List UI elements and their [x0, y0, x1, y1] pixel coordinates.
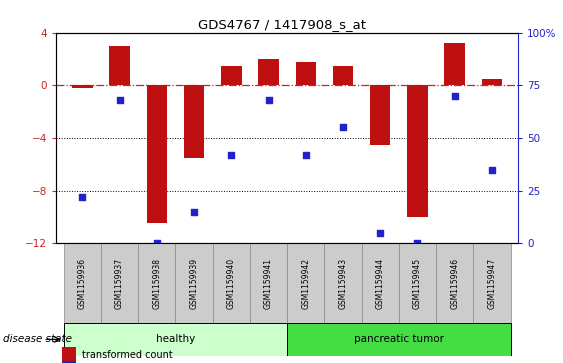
Text: GSM1159943: GSM1159943 — [338, 258, 347, 309]
Point — [450, 93, 459, 99]
Bar — [64, 323, 287, 356]
Text: GSM1159945: GSM1159945 — [413, 258, 422, 309]
Bar — [101, 243, 138, 323]
Bar — [176, 243, 213, 323]
Text: GDS4767 / 1417908_s_at: GDS4767 / 1417908_s_at — [198, 18, 365, 31]
Bar — [213, 243, 250, 323]
Text: GSM1159941: GSM1159941 — [264, 258, 273, 309]
Point — [264, 97, 273, 103]
Bar — [109, 46, 130, 85]
Point — [115, 97, 124, 103]
Bar — [370, 85, 391, 144]
Bar — [296, 62, 316, 85]
Bar — [482, 79, 502, 85]
Point — [227, 152, 236, 158]
Point — [488, 167, 497, 172]
Text: GSM1159936: GSM1159936 — [78, 258, 87, 309]
Bar — [72, 85, 92, 88]
Text: GSM1159946: GSM1159946 — [450, 258, 459, 309]
Bar — [361, 243, 399, 323]
Bar — [221, 66, 242, 85]
Point — [376, 230, 385, 236]
Bar — [138, 243, 176, 323]
Point — [153, 240, 162, 246]
Text: pancreatic tumor: pancreatic tumor — [354, 334, 444, 344]
Text: transformed count: transformed count — [82, 350, 172, 360]
Text: GSM1159944: GSM1159944 — [376, 258, 385, 309]
Bar — [407, 85, 428, 217]
Bar — [184, 85, 204, 158]
Bar — [436, 243, 473, 323]
Text: GSM1159937: GSM1159937 — [115, 258, 124, 309]
Text: disease state: disease state — [3, 334, 72, 344]
Point — [413, 240, 422, 246]
Bar — [146, 85, 167, 224]
Text: healthy: healthy — [156, 334, 195, 344]
Point — [301, 152, 310, 158]
Point — [190, 209, 199, 215]
Bar — [444, 43, 465, 85]
Text: GSM1159942: GSM1159942 — [301, 258, 310, 309]
Text: GSM1159938: GSM1159938 — [153, 258, 162, 309]
Point — [78, 194, 87, 200]
Bar — [287, 243, 324, 323]
Text: GSM1159939: GSM1159939 — [190, 258, 199, 309]
Bar — [64, 243, 101, 323]
Bar — [399, 243, 436, 323]
Text: GSM1159940: GSM1159940 — [227, 258, 236, 309]
Bar — [258, 59, 279, 85]
Bar — [324, 243, 361, 323]
Text: GSM1159947: GSM1159947 — [488, 258, 497, 309]
Point — [338, 125, 347, 130]
Bar — [333, 66, 353, 85]
Bar — [473, 243, 511, 323]
Bar — [250, 243, 287, 323]
Bar — [287, 323, 511, 356]
